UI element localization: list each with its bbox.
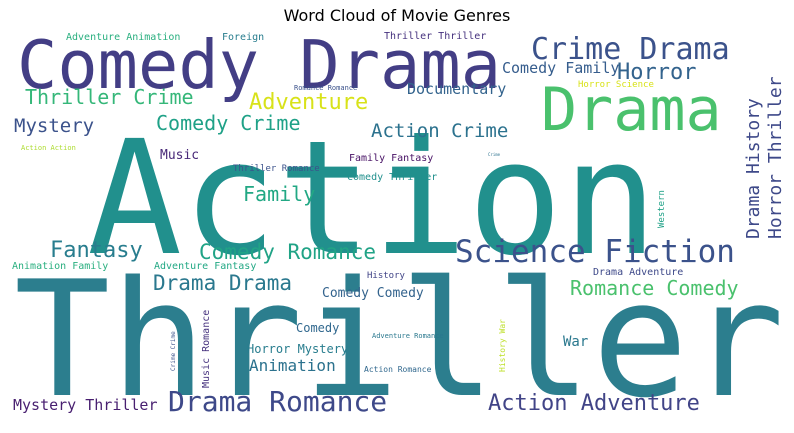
word-horror: Horror bbox=[617, 60, 697, 85]
word-fantasy: Fantasy bbox=[50, 238, 143, 263]
word-action: Action bbox=[87, 107, 658, 291]
word-foreign: Foreign bbox=[222, 32, 265, 43]
word-drama-adventure: Drama Adventure bbox=[593, 267, 684, 278]
word-horror-mystery: Horror Mystery bbox=[247, 342, 349, 356]
word-horror-thriller: Horror Thriller bbox=[765, 76, 786, 239]
word-horror-science: Horror Science bbox=[578, 80, 654, 90]
word-war: War bbox=[563, 334, 589, 350]
word-mystery-thriller: Mystery Thriller bbox=[13, 396, 158, 414]
word-science-fiction: Science Fiction bbox=[455, 234, 735, 270]
word-music-romance: Music Romance bbox=[201, 309, 212, 388]
word-romance-comedy: Romance Comedy bbox=[570, 276, 739, 300]
word-action-adventure: Action Adventure bbox=[488, 391, 700, 416]
word-action-romance: Action Romance bbox=[364, 365, 432, 374]
word-comedy-drama: Comedy Drama bbox=[17, 26, 502, 104]
word-history: History bbox=[367, 271, 405, 281]
word-action-action: Action Action bbox=[21, 144, 76, 152]
word-romance-romance: Romance Romance bbox=[294, 84, 358, 92]
word-crime-drama: Crime Drama bbox=[531, 32, 730, 67]
word-thriller-romance: Thriller Romance bbox=[233, 164, 320, 174]
word-music: Music bbox=[160, 148, 200, 163]
word-adventure-fantasy: Adventure Fantasy bbox=[154, 261, 257, 272]
word-drama-history: Drama History bbox=[743, 98, 764, 239]
word-family-fantasy: Family Fantasy bbox=[349, 153, 434, 164]
word-mystery: Mystery bbox=[14, 115, 95, 137]
word-comedy-comedy: Comedy Comedy bbox=[322, 286, 424, 301]
word-animation-family: Animation Family bbox=[12, 261, 109, 272]
chart-title: Word Cloud of Movie Genres bbox=[283, 6, 511, 25]
word-family: Family bbox=[243, 182, 316, 206]
word-comedy-crime: Comedy Crime bbox=[156, 111, 301, 135]
word-comedy-family: Comedy Family bbox=[502, 59, 620, 77]
word-action-crime: Action Crime bbox=[371, 120, 509, 142]
word-documentary: Documentary bbox=[407, 80, 507, 98]
word-history-war: History War bbox=[498, 319, 507, 372]
word-western: Western bbox=[657, 190, 667, 228]
word-cloud: Action Thriller Comedy Drama Drama Crime… bbox=[11, 26, 786, 433]
word-adventure-animation: Adventure Animation bbox=[66, 32, 181, 43]
word-crime: Crime bbox=[488, 152, 501, 157]
word-thriller-thriller: Thriller Thriller bbox=[384, 31, 487, 42]
word-crime-crime: Crime Crime bbox=[170, 331, 177, 371]
word-thriller: Thriller bbox=[14, 246, 785, 433]
word-adventure: Adventure bbox=[249, 90, 369, 115]
word-drama: Drama bbox=[541, 75, 722, 145]
word-comedy-thriller: Comedy Thriller bbox=[347, 172, 438, 183]
word-comedy-romance: Comedy Romance bbox=[199, 240, 377, 264]
word-drama-drama: Drama Drama bbox=[153, 271, 293, 295]
word-adventure-romance: Adventure Romance bbox=[372, 332, 444, 340]
word-comedy: Comedy bbox=[296, 321, 340, 335]
word-thriller-crime: Thriller Crime bbox=[25, 85, 194, 109]
word-drama-romance: Drama Romance bbox=[168, 385, 388, 418]
word-animation: Animation bbox=[249, 356, 336, 375]
